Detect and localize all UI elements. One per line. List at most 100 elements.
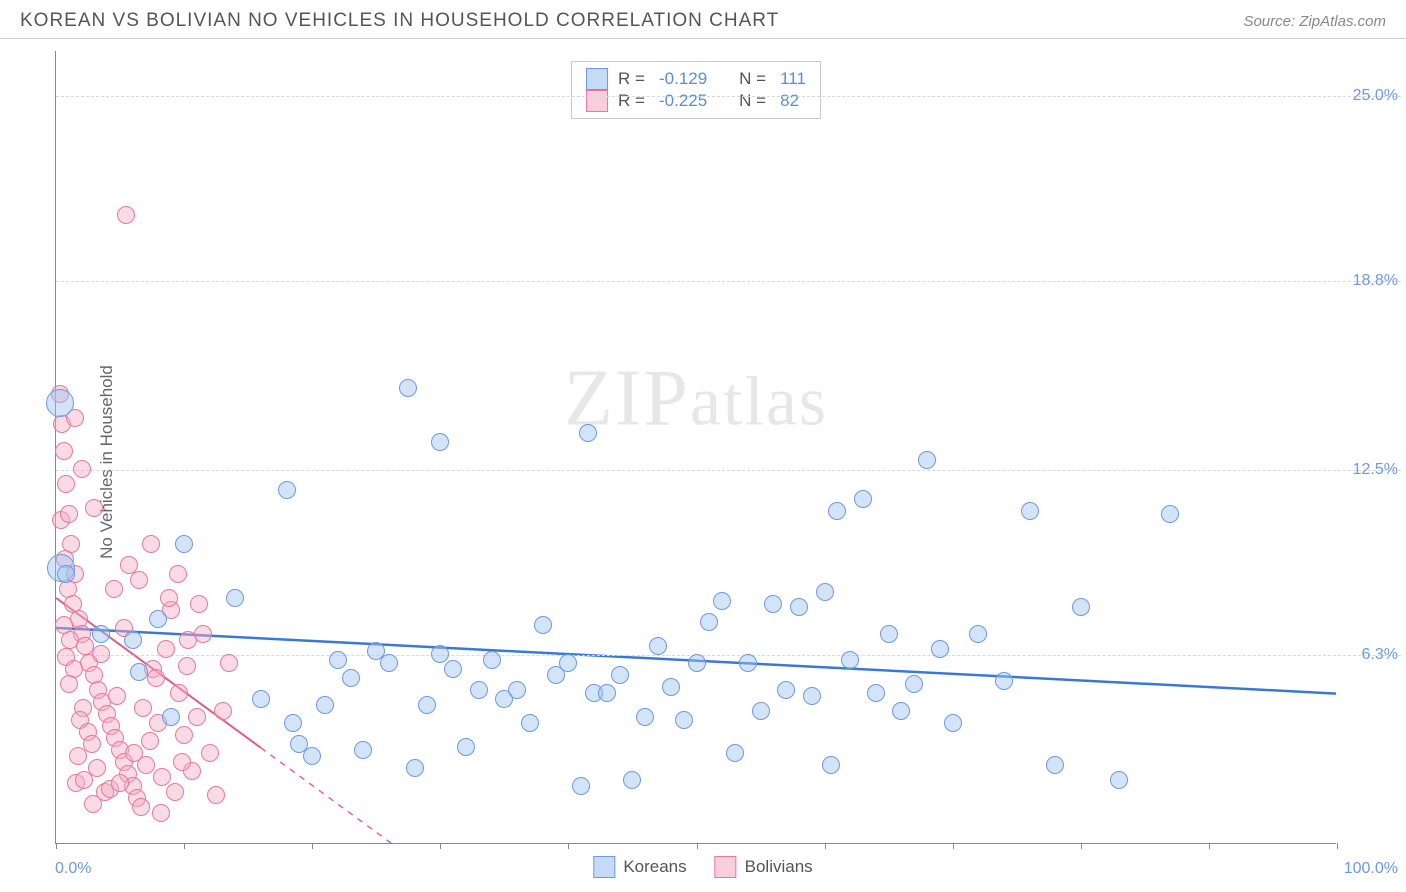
y-tick-label: 12.5% [1353, 461, 1398, 479]
data-point [470, 681, 488, 699]
trendlines-layer [56, 51, 1336, 843]
data-point [1046, 756, 1064, 774]
data-point [69, 747, 87, 765]
data-point [220, 654, 238, 672]
data-point [303, 747, 321, 765]
y-tick-label: 6.3% [1362, 646, 1398, 664]
data-point [316, 696, 334, 714]
gridline [56, 655, 1401, 656]
data-point [777, 681, 795, 699]
gridline [56, 96, 1401, 97]
data-point [142, 535, 160, 553]
x-tick-mark [312, 843, 313, 849]
x-tick-mark [440, 843, 441, 849]
data-point [105, 580, 123, 598]
r-label: R = [618, 69, 645, 89]
data-point [790, 598, 808, 616]
legend-label: Bolivians [745, 857, 813, 877]
r-label: R = [618, 91, 645, 111]
data-point [944, 714, 962, 732]
data-point [134, 699, 152, 717]
data-point [201, 744, 219, 762]
data-point [46, 389, 74, 417]
data-point [559, 654, 577, 672]
data-point [342, 669, 360, 687]
r-value: -0.225 [659, 91, 707, 111]
data-point [178, 657, 196, 675]
data-point [226, 589, 244, 607]
correlation-stats-box: R =-0.129N =111R =-0.225N =82 [571, 61, 821, 119]
x-tick-mark [1337, 843, 1338, 849]
watermark-small: atlas [690, 364, 828, 441]
data-point [149, 610, 167, 628]
data-point [803, 687, 821, 705]
data-point [713, 592, 731, 610]
data-point [534, 616, 552, 634]
n-label: N = [739, 69, 766, 89]
data-point [92, 645, 110, 663]
data-point [611, 666, 629, 684]
y-tick-label: 18.8% [1353, 272, 1398, 290]
x-tick-mark [568, 843, 569, 849]
data-point [867, 684, 885, 702]
data-point [816, 583, 834, 601]
data-point [84, 795, 102, 813]
data-point [153, 768, 171, 786]
data-point [995, 672, 1013, 690]
chart-title: KOREAN VS BOLIVIAN NO VEHICLES IN HOUSEH… [20, 10, 779, 32]
data-point [572, 777, 590, 795]
stats-row: R =-0.129N =111 [586, 68, 806, 90]
data-point [854, 490, 872, 508]
data-point [739, 654, 757, 672]
data-point [483, 651, 501, 669]
data-point [252, 690, 270, 708]
legend-item: Bolivians [715, 856, 813, 878]
data-point [85, 499, 103, 517]
series-legend: Koreans Bolivians [593, 856, 812, 878]
data-point [700, 613, 718, 631]
data-point [57, 475, 75, 493]
data-point [1110, 771, 1128, 789]
x-axis-max-label: 100.0% [1344, 860, 1398, 878]
data-point [130, 663, 148, 681]
gridline [56, 470, 1401, 471]
data-point [207, 786, 225, 804]
data-point [117, 206, 135, 224]
data-point [132, 798, 150, 816]
data-point [406, 759, 424, 777]
data-point [521, 714, 539, 732]
data-point [764, 595, 782, 613]
gridline [56, 281, 1401, 282]
data-point [508, 681, 526, 699]
data-point [418, 696, 436, 714]
data-point [726, 744, 744, 762]
data-point [111, 774, 129, 792]
data-point [675, 711, 693, 729]
data-point [190, 595, 208, 613]
data-point [188, 708, 206, 726]
data-point [649, 637, 667, 655]
data-point [147, 669, 165, 687]
data-point [380, 654, 398, 672]
chart-area: No Vehicles in Household ZIPatlas R =-0.… [0, 39, 1406, 884]
watermark: ZIPatlas [564, 354, 828, 445]
legend-label: Koreans [623, 857, 686, 877]
data-point [124, 631, 142, 649]
data-point [399, 379, 417, 397]
x-tick-mark [184, 843, 185, 849]
legend-swatch [586, 68, 608, 90]
data-point [579, 424, 597, 442]
data-point [623, 771, 641, 789]
x-tick-mark [1209, 843, 1210, 849]
data-point [166, 783, 184, 801]
data-point [636, 708, 654, 726]
data-point [822, 756, 840, 774]
data-point [892, 702, 910, 720]
legend-swatch [715, 856, 737, 878]
x-tick-mark [953, 843, 954, 849]
data-point [160, 589, 178, 607]
data-point [931, 640, 949, 658]
data-point [169, 565, 187, 583]
data-point [125, 744, 143, 762]
data-point [162, 708, 180, 726]
